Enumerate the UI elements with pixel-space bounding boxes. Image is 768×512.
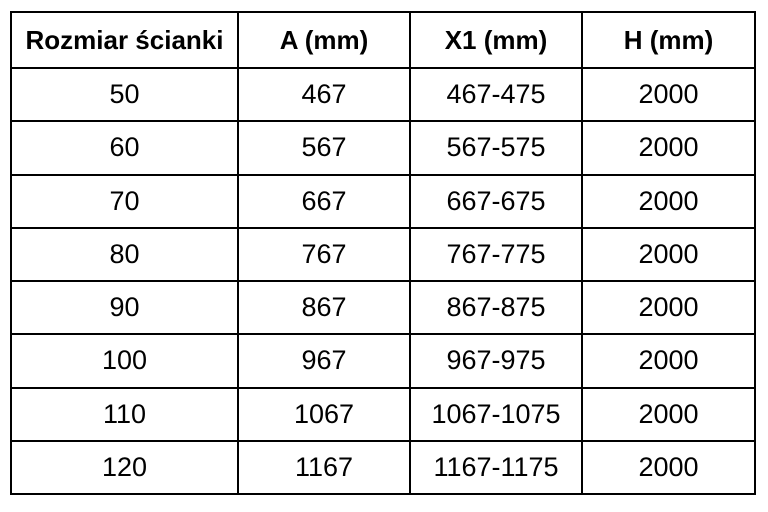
table-cell: 667-675 [409,173,583,229]
wall-size-spec-table: Rozmiar ścianki A (mm) X1 (mm) H (mm) 50… [10,11,756,496]
table-cell: 467 [237,66,411,123]
table-row: 70 667 667-675 2000 [10,173,756,229]
table-row: 110 1067 1067-1075 2000 [10,386,756,442]
table-row: 100 967 967-975 2000 [10,333,756,389]
table-cell: 2000 [581,279,756,336]
table-row: 50 467 467-475 2000 [10,66,756,123]
table-header-row: Rozmiar ścianki A (mm) X1 (mm) H (mm) [10,11,756,69]
table-cell: 80 [10,226,239,283]
table-cell: 110 [10,386,239,442]
table-cell: 2000 [581,173,756,229]
table-cell: 100 [10,333,239,389]
table-cell: 90 [10,279,239,336]
table-cell: 60 [10,120,239,176]
header-cell-a-mm: A (mm) [237,11,411,69]
table-cell: 1067 [237,386,411,442]
table-cell: 2000 [581,226,756,283]
table-cell: 767-775 [409,226,583,283]
table-cell: 1167-1175 [409,439,583,496]
table-row: 80 767 767-775 2000 [10,226,756,283]
table-cell: 2000 [581,333,756,389]
table-cell: 567 [237,120,411,176]
table-cell: 70 [10,173,239,229]
table-cell: 467-475 [409,66,583,123]
table-cell: 667 [237,173,411,229]
header-cell-rozmiar-scianki: Rozmiar ścianki [10,11,239,69]
table-cell: 967-975 [409,333,583,389]
table-cell: 1067-1075 [409,386,583,442]
table-cell: 967 [237,333,411,389]
table-cell: 2000 [581,66,756,123]
table-row: 60 567 567-575 2000 [10,120,756,176]
table-row: 90 867 867-875 2000 [10,279,756,336]
header-cell-h-mm: H (mm) [581,11,756,69]
table-cell: 2000 [581,386,756,442]
table-cell: 1167 [237,439,411,496]
table-row: 120 1167 1167-1175 2000 [10,439,756,496]
table-cell: 867 [237,279,411,336]
table-cell: 567-575 [409,120,583,176]
table-cell: 50 [10,66,239,123]
table-cell: 2000 [581,439,756,496]
table-cell: 867-875 [409,279,583,336]
table-cell: 120 [10,439,239,496]
table-cell: 2000 [581,120,756,176]
header-cell-x1-mm: X1 (mm) [409,11,583,69]
table-cell: 767 [237,226,411,283]
